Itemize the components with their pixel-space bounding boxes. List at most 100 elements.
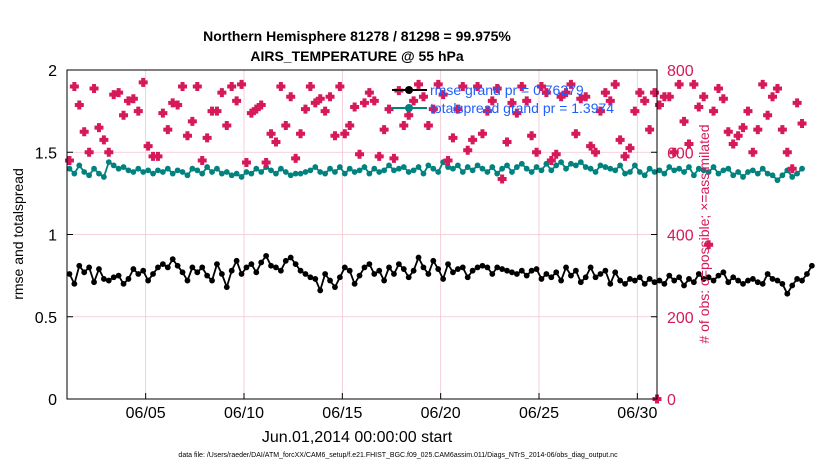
totalspread-marker <box>150 170 156 177</box>
totalspread-marker <box>277 165 284 172</box>
rmse-marker <box>513 271 520 277</box>
obs-marker <box>487 96 497 106</box>
rmse-marker <box>105 277 112 284</box>
obs-marker <box>497 174 507 184</box>
rmse-marker <box>528 267 535 274</box>
obs-marker <box>645 125 655 135</box>
totalspread-marker <box>140 169 147 175</box>
rmse-marker <box>676 274 683 281</box>
totalspread-marker <box>695 165 702 172</box>
rmse-marker <box>258 259 265 266</box>
chart-title-line2: AIRS_TEMPERATURE @ 55 hPa <box>250 48 464 64</box>
y-tick-label-left: 1 <box>48 228 57 245</box>
rmse-marker <box>228 267 235 274</box>
totalspread-marker <box>705 169 712 175</box>
rmse-marker <box>764 271 771 277</box>
obs-marker <box>173 100 183 110</box>
rmse-marker <box>474 264 481 271</box>
rmse-marker <box>518 267 525 274</box>
totalspread-marker <box>509 169 515 175</box>
totalspread-marker <box>622 170 628 177</box>
obs-marker <box>591 147 601 157</box>
totalspread-marker <box>391 167 397 174</box>
rmse-marker <box>656 277 663 284</box>
totalspread-marker <box>268 167 274 174</box>
obs-marker <box>758 79 768 89</box>
totalspread-marker <box>135 165 142 172</box>
totalspread-marker <box>430 165 437 172</box>
totalspread-marker <box>233 170 240 177</box>
obs-marker <box>581 92 591 102</box>
rmse-marker <box>695 271 702 277</box>
obs-marker <box>684 139 694 149</box>
obs-marker <box>374 151 384 161</box>
rmse-marker <box>568 272 574 279</box>
obs-marker <box>586 141 596 151</box>
totalspread-marker <box>459 169 466 175</box>
x-tick-label: 06/20 <box>421 405 461 422</box>
totalspread-marker <box>199 170 206 177</box>
obs-marker <box>158 108 168 118</box>
rmse-marker <box>140 267 147 274</box>
totalspread-marker <box>189 165 196 172</box>
rmse-marker <box>287 254 294 261</box>
totalspread-marker <box>607 165 614 172</box>
obs-marker <box>664 92 674 102</box>
y-tick-label-right: 600 <box>667 145 694 162</box>
obs-marker <box>409 96 419 106</box>
obs-marker <box>625 143 635 153</box>
totalspread-marker <box>759 165 766 172</box>
obs-marker <box>114 88 124 98</box>
rmse-marker <box>794 276 801 282</box>
rmse-marker <box>445 261 451 268</box>
rmse-marker <box>784 290 791 297</box>
rmse-marker <box>356 272 363 279</box>
obs-marker <box>320 106 330 116</box>
rmse-marker <box>705 274 712 281</box>
rmse-marker <box>558 277 565 284</box>
rmse-marker <box>700 276 707 282</box>
obs-marker <box>477 129 487 139</box>
rmse-marker <box>130 266 137 272</box>
rmse-marker <box>636 274 643 281</box>
rmse-marker <box>96 266 102 272</box>
obs-marker <box>414 79 424 89</box>
totalspread-marker <box>474 162 481 169</box>
legend-rmse-marker <box>405 86 413 94</box>
totalspread-marker <box>730 172 737 179</box>
x-axis-label: Jun.01,2014 00:00:00 start <box>262 429 453 446</box>
obs-marker <box>704 240 714 250</box>
totalspread-marker <box>282 169 289 175</box>
rmse-marker <box>292 261 299 268</box>
obs-marker <box>600 88 610 98</box>
rmse-marker <box>735 277 742 284</box>
grid <box>67 70 657 399</box>
rmse-marker <box>100 276 107 282</box>
obs-marker <box>522 96 532 106</box>
totalspread-marker <box>243 169 250 175</box>
totalspread-marker <box>223 169 230 175</box>
rmse-marker <box>248 261 255 268</box>
obs-marker <box>654 100 664 110</box>
x-tick-label: 06/10 <box>224 405 264 422</box>
totalspread-marker <box>287 172 294 179</box>
rmse-marker <box>66 271 73 277</box>
obs-marker <box>178 81 188 91</box>
obs-marker <box>428 104 438 114</box>
totalspread-marker <box>518 160 525 167</box>
obs-marker <box>64 155 74 165</box>
obs-marker <box>709 106 719 116</box>
totalspread-marker <box>764 170 771 177</box>
obs-marker <box>143 141 153 151</box>
rmse-marker <box>577 279 584 286</box>
data-file-footer: data file: /Users/raeder/DAI/ATM_forcXX/… <box>178 452 618 459</box>
totalspread-marker <box>307 167 314 174</box>
obs-marker <box>384 104 394 114</box>
obs-marker <box>605 96 615 106</box>
obs-marker <box>694 102 704 112</box>
obs-marker <box>212 106 222 116</box>
totalspread-marker <box>100 174 107 180</box>
rmse-marker <box>332 284 338 291</box>
rmse-marker <box>730 274 737 281</box>
